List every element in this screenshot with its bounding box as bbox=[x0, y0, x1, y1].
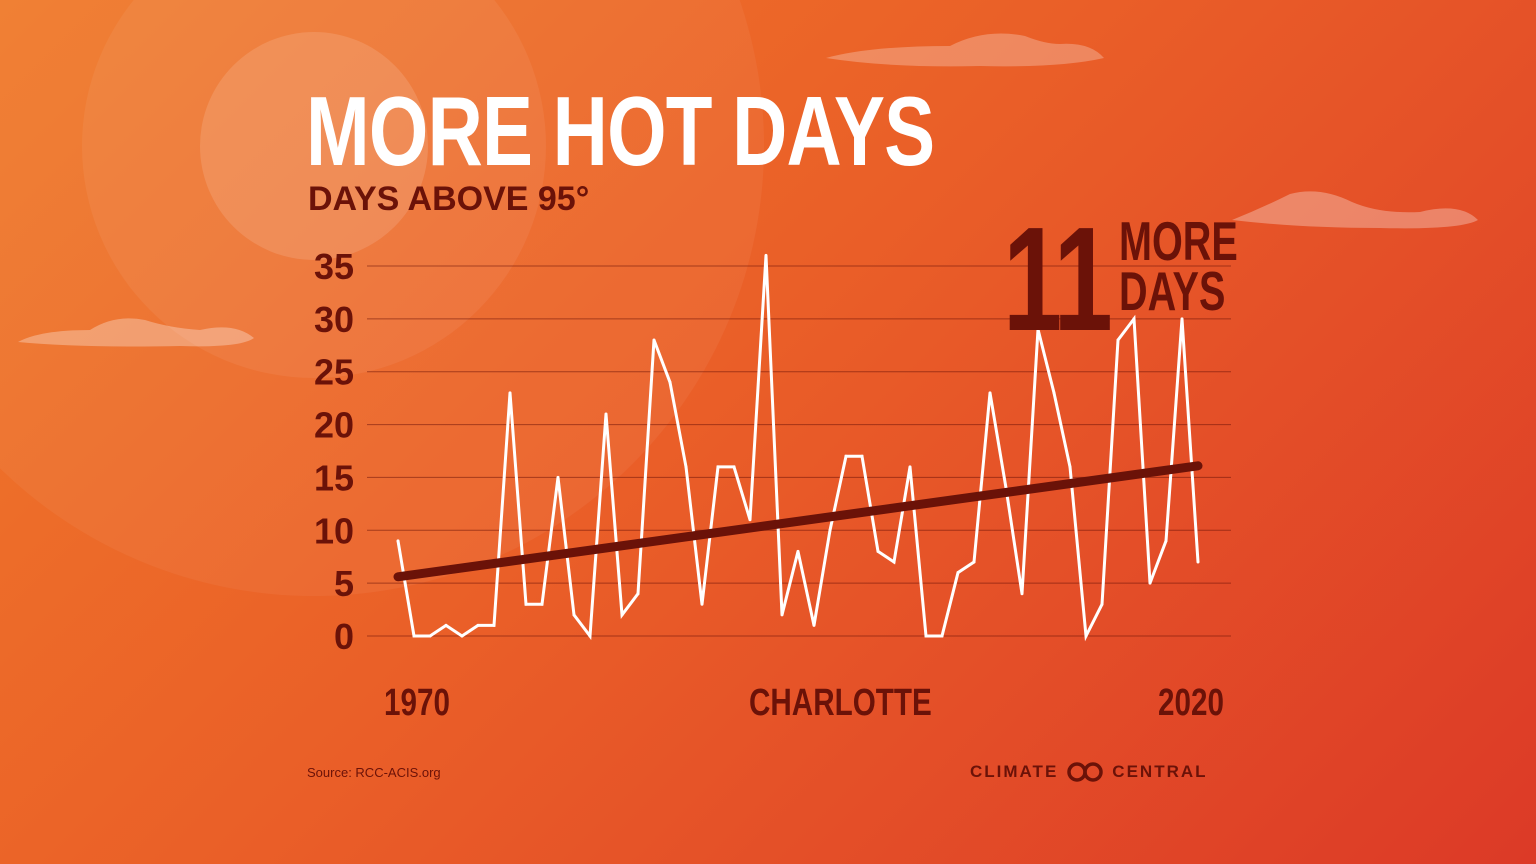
data-point-2017 bbox=[1148, 581, 1152, 585]
data-point-1985 bbox=[636, 592, 640, 596]
data-point-1990 bbox=[716, 465, 720, 469]
series-group bbox=[396, 253, 1200, 642]
data-point-1993 bbox=[764, 253, 768, 257]
data-point-2013 bbox=[1084, 634, 1088, 638]
y-tick-label-25: 25 bbox=[314, 352, 354, 393]
data-point-1984 bbox=[620, 613, 624, 617]
callout-label: MORE DAYS bbox=[1119, 210, 1238, 322]
data-point-2000 bbox=[876, 549, 880, 553]
data-point-2006 bbox=[972, 560, 976, 564]
y-tick-label-5: 5 bbox=[334, 563, 354, 604]
logo-text-right: CENTRAL bbox=[1112, 762, 1208, 781]
data-point-2002 bbox=[908, 465, 912, 469]
data-point-2012 bbox=[1068, 465, 1072, 469]
trend-line bbox=[393, 461, 1203, 582]
data-point-2009 bbox=[1020, 592, 1024, 596]
data-point-1994 bbox=[780, 613, 784, 617]
data-point-1977 bbox=[508, 391, 512, 395]
data-point-2014 bbox=[1100, 602, 1104, 606]
data-point-1989 bbox=[700, 602, 704, 606]
cloud-left bbox=[18, 318, 254, 347]
y-tick-label-30: 30 bbox=[314, 299, 354, 340]
chart-title: MORE HOT DAYS bbox=[306, 76, 935, 186]
gridlines bbox=[367, 265, 1231, 637]
callout-line-2: DAYS bbox=[1119, 260, 1226, 322]
y-tick-label-0: 0 bbox=[334, 616, 354, 657]
sun-halo-outer bbox=[0, 0, 764, 596]
data-point-2003 bbox=[924, 634, 928, 638]
data-point-2011 bbox=[1052, 391, 1056, 395]
logo-mark-icon bbox=[1067, 762, 1104, 782]
sun-halo-inner bbox=[82, 0, 546, 378]
data-point-1987 bbox=[668, 380, 672, 384]
data-point-2007 bbox=[988, 391, 992, 395]
x-end-label: 2020 bbox=[1158, 682, 1224, 724]
source-note: Source: RCC-ACIS.org bbox=[307, 765, 441, 780]
data-point-1997 bbox=[828, 528, 832, 532]
data-point-2004 bbox=[940, 634, 944, 638]
data-point-1979 bbox=[540, 602, 544, 606]
data-point-2010 bbox=[1036, 327, 1040, 331]
y-axis-ticks: 0 5 10 15 20 25 30 35 bbox=[314, 246, 354, 657]
y-tick-label-10: 10 bbox=[314, 510, 354, 551]
data-point-1976 bbox=[492, 623, 496, 627]
data-point-1975 bbox=[476, 623, 480, 627]
data-point-1991 bbox=[732, 465, 736, 469]
data-point-2005 bbox=[956, 571, 960, 575]
data-point-1999 bbox=[860, 454, 864, 458]
data-point-1996 bbox=[812, 623, 816, 627]
x-axis-title: CHARLOTTE bbox=[749, 682, 932, 724]
data-point-2019 bbox=[1180, 317, 1184, 321]
cloud-right bbox=[1232, 191, 1478, 229]
sun bbox=[200, 32, 428, 260]
data-point-1973 bbox=[444, 623, 448, 627]
data-point-1986 bbox=[652, 338, 656, 342]
data-point-2001 bbox=[892, 560, 896, 564]
data-point-2016 bbox=[1132, 317, 1136, 321]
data-point-1998 bbox=[844, 454, 848, 458]
data-point-2015 bbox=[1116, 338, 1120, 342]
callout-line-1: MORE bbox=[1119, 210, 1238, 272]
data-point-1992 bbox=[748, 518, 752, 522]
data-point-1982 bbox=[588, 634, 592, 638]
data-point-1988 bbox=[684, 465, 688, 469]
cloud-top bbox=[826, 33, 1104, 67]
chart-subtitle: DAYS ABOVE 95° bbox=[308, 180, 590, 218]
y-tick-label-15: 15 bbox=[314, 457, 354, 498]
data-point-1983 bbox=[604, 412, 608, 416]
data-point-1981 bbox=[572, 613, 576, 617]
callout-number: 11 bbox=[1003, 197, 1113, 362]
data-point-2020 bbox=[1196, 560, 1200, 564]
data-point-1970 bbox=[396, 539, 400, 543]
y-tick-label-20: 20 bbox=[314, 405, 354, 446]
data-point-1978 bbox=[524, 602, 528, 606]
data-point-1972 bbox=[428, 634, 432, 638]
x-start-label: 1970 bbox=[384, 682, 450, 724]
data-point-1980 bbox=[556, 475, 560, 479]
climate-central-logo: CLIMATE CENTRAL bbox=[970, 761, 1208, 783]
trend-group bbox=[393, 461, 1203, 582]
data-point-1971 bbox=[412, 634, 416, 638]
data-point-1974 bbox=[460, 634, 464, 638]
y-tick-label-35: 35 bbox=[314, 246, 354, 287]
logo-text-left: CLIMATE bbox=[970, 762, 1059, 781]
data-point-1995 bbox=[796, 549, 800, 553]
data-point-2018 bbox=[1164, 539, 1168, 543]
